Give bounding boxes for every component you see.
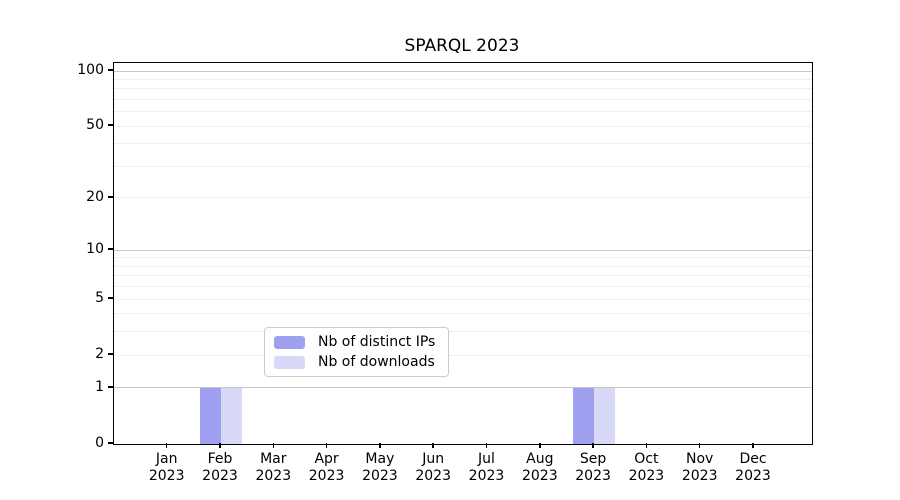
x-tick-mark [165, 443, 168, 448]
x-tick-mark [432, 443, 434, 448]
x-tick-mark [272, 443, 275, 448]
gridline-minor [114, 265, 812, 267]
x-tick-year: 2023 [308, 468, 345, 484]
legend-entry-distinct-ips: Nb of distinct IPs [274, 334, 435, 350]
x-tick-year: 2023 [148, 468, 185, 484]
x-tick-year: 2023 [255, 468, 292, 484]
gridline-minor [114, 98, 812, 100]
y-tick-mark [108, 248, 113, 250]
legend-label-downloads: Nb of downloads [318, 354, 435, 370]
legend: Nb of distinct IPs Nb of downloads [264, 327, 450, 377]
x-tick-label: Aug 2023 [508, 451, 572, 485]
y-tick-label: 2 [95, 346, 104, 363]
gridline-minor [114, 286, 812, 288]
x-tick-mark [592, 443, 594, 448]
y-tick-label: 10 [86, 241, 104, 258]
gridline-minor [114, 331, 812, 333]
x-tick-year: 2023 [362, 468, 398, 484]
plot-area [113, 62, 813, 445]
y-tick-mark [108, 442, 113, 444]
x-tick-mark [645, 443, 648, 448]
x-tick-mark [698, 443, 701, 448]
y-tick-mark [108, 69, 113, 71]
x-tick-month: Apr [314, 451, 339, 467]
y-tick-mark [108, 386, 113, 388]
x-tick-label: Sep 2023 [561, 451, 625, 485]
gridline-minor [114, 78, 812, 80]
x-tick-month: Mar [260, 451, 287, 467]
gridline-major [114, 70, 812, 72]
x-tick-mark [539, 443, 541, 448]
x-tick-month: Nov [686, 451, 714, 467]
gridline-minor [114, 197, 812, 199]
chart-title: SPARQL 2023 [404, 36, 520, 56]
gridline-minor [114, 275, 812, 277]
bar-downloads-sep [594, 387, 616, 444]
x-tick-label: May 2023 [348, 451, 412, 485]
x-tick-mark [379, 443, 381, 448]
x-tick-year: 2023 [202, 468, 238, 484]
x-tick-label: Mar 2023 [241, 451, 305, 485]
x-tick-mark [219, 443, 221, 448]
y-tick-label: 5 [95, 290, 104, 307]
x-tick-mark [325, 443, 328, 448]
y-tick-mark [108, 353, 113, 355]
y-tick-mark [108, 196, 113, 198]
x-tick-year: 2023 [468, 468, 505, 484]
gridline-minor [114, 313, 812, 315]
x-tick-mark [485, 443, 488, 448]
x-tick-month: Sep [579, 451, 607, 467]
x-tick-year: 2023 [628, 468, 665, 484]
x-tick-year: 2023 [415, 468, 451, 484]
gridline-minor [114, 165, 812, 167]
x-tick-label: Jun 2023 [401, 451, 465, 485]
x-tick-label: Oct 2023 [614, 451, 678, 485]
y-tick-label: 100 [77, 62, 104, 78]
y-tick-label: 20 [86, 188, 104, 205]
legend-swatch-downloads [274, 355, 305, 369]
y-tick-label: 1 [95, 378, 104, 395]
gridline-minor [114, 88, 812, 90]
gridline-minor [114, 111, 812, 113]
x-tick-label: Dec 2023 [721, 451, 785, 485]
x-tick-label: Nov 2023 [668, 451, 732, 485]
legend-label-distinct-ips: Nb of distinct IPs [318, 334, 436, 350]
legend-entry-downloads: Nb of downloads [274, 354, 435, 370]
x-tick-label: Feb 2023 [188, 451, 252, 485]
x-tick-month: Jun [422, 451, 445, 467]
x-tick-year: 2023 [681, 468, 718, 484]
gridline-major [114, 249, 812, 251]
x-tick-month: May [365, 451, 395, 467]
x-tick-month: Aug [526, 451, 554, 467]
bar-distinct-ips-sep [573, 387, 595, 444]
x-tick-month: Oct [634, 451, 659, 467]
x-tick-month: Jul [478, 451, 495, 467]
x-tick-year: 2023 [575, 468, 611, 484]
bar-distinct-ips-feb [200, 387, 221, 444]
x-tick-year: 2023 [521, 468, 558, 484]
y-tick-mark [108, 124, 113, 126]
x-tick-year: 2023 [735, 468, 771, 484]
legend-swatch-distinct-ips [274, 335, 305, 349]
x-tick-month: Dec [739, 451, 767, 467]
x-tick-month: Feb [207, 451, 233, 467]
y-tick-label: 0 [95, 435, 104, 451]
gridline-minor [114, 125, 812, 127]
gridline-minor [114, 298, 812, 300]
x-tick-label: Jan 2023 [135, 451, 199, 485]
gridline-minor [114, 143, 812, 145]
x-tick-month: Jan [155, 451, 178, 467]
x-tick-label: Apr 2023 [295, 451, 359, 485]
x-tick-mark [752, 443, 754, 448]
gridline-minor [114, 257, 812, 259]
y-tick-label: 50 [86, 117, 104, 134]
y-tick-mark [108, 297, 113, 299]
gridline-major [114, 387, 812, 389]
x-tick-label: Jul 2023 [455, 451, 519, 485]
gridline-minor [114, 354, 812, 356]
bar-downloads-feb [221, 387, 242, 444]
